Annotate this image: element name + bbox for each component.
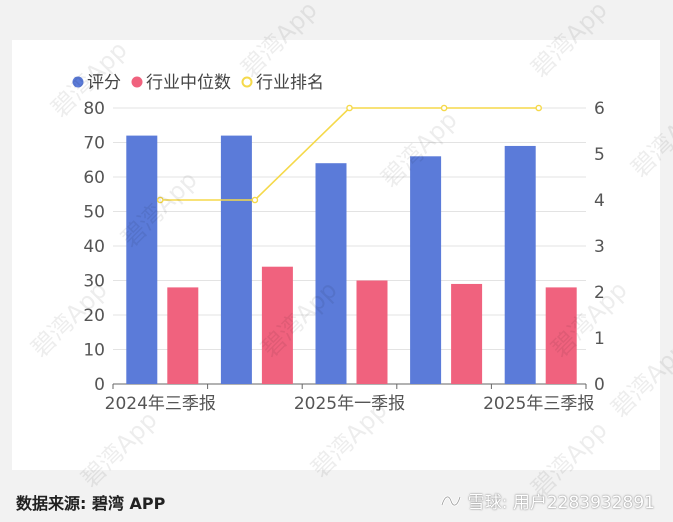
legend-marker	[72, 76, 84, 88]
y-left-tick-label: 20	[83, 306, 105, 326]
bar-评分	[504, 145, 536, 384]
bar-行业中位数	[451, 283, 483, 384]
y-right-tick-label: 1	[594, 329, 605, 349]
chart-card: 0 10 20 30 40 50 60 70 80 0 1 2 3 4 5 6 2024年三季报 2025年一季报…	[12, 40, 660, 470]
y-left-tick-label: 50	[83, 203, 105, 223]
bar-行业中位数	[356, 280, 388, 384]
x-tick-label: 2025年三季报	[483, 394, 594, 414]
y-right-tick-label: 5	[594, 145, 605, 165]
y-right-tick-label: 2	[594, 283, 605, 303]
x-tick-label: 2025年一季报	[294, 394, 405, 414]
legend-marker	[241, 76, 253, 88]
point-行业排名	[346, 104, 353, 112]
legend-marker	[131, 76, 143, 88]
y-left-tick-label: 60	[83, 168, 105, 188]
y-left-tick-label: 30	[83, 272, 105, 292]
y-left-tick-label: 70	[83, 134, 105, 154]
data-source-label: 数据来源: 碧湾 APP	[16, 494, 166, 513]
xueqiu-watermark: 雪球: 用户2283932891	[440, 488, 655, 513]
y-left-tick-label: 10	[83, 341, 105, 361]
bar-评分	[410, 156, 442, 384]
y-right-tick-label: 4	[594, 191, 605, 211]
bar-评分	[315, 163, 347, 384]
point-行业排名	[156, 196, 164, 204]
y-right-tick-label: 3	[594, 237, 605, 257]
y-right-tick-label: 6	[594, 99, 605, 119]
y-left-tick-label: 0	[94, 375, 105, 395]
bar-评分	[126, 135, 158, 384]
x-tick-label: 2024年三季报	[105, 394, 216, 414]
point-行业排名	[251, 196, 259, 204]
bar-行业中位数	[261, 266, 293, 384]
chart: 0 10 20 30 40 50 60 70 80 0 1 2 3 4 5 6 2024年三季报 2025年一季报…	[72, 73, 605, 414]
bar-行业中位数	[167, 287, 199, 384]
legend-label: 行业排名	[256, 73, 324, 93]
bar-评分	[220, 135, 252, 384]
watermark-text: 雪球: 用户2283932891	[467, 493, 655, 513]
point-行业排名	[535, 104, 543, 112]
y-right-tick-label: 0	[594, 375, 605, 395]
bar-行业中位数	[545, 287, 577, 384]
point-行业排名	[440, 104, 448, 112]
y-left-tick-label: 40	[83, 237, 105, 257]
xueqiu-logo-icon	[440, 493, 462, 509]
legend-label: 行业中位数	[146, 73, 231, 93]
line-行业排名	[160, 107, 539, 201]
y-left-tick-label: 80	[83, 99, 105, 119]
legend-label: 评分	[87, 73, 121, 93]
